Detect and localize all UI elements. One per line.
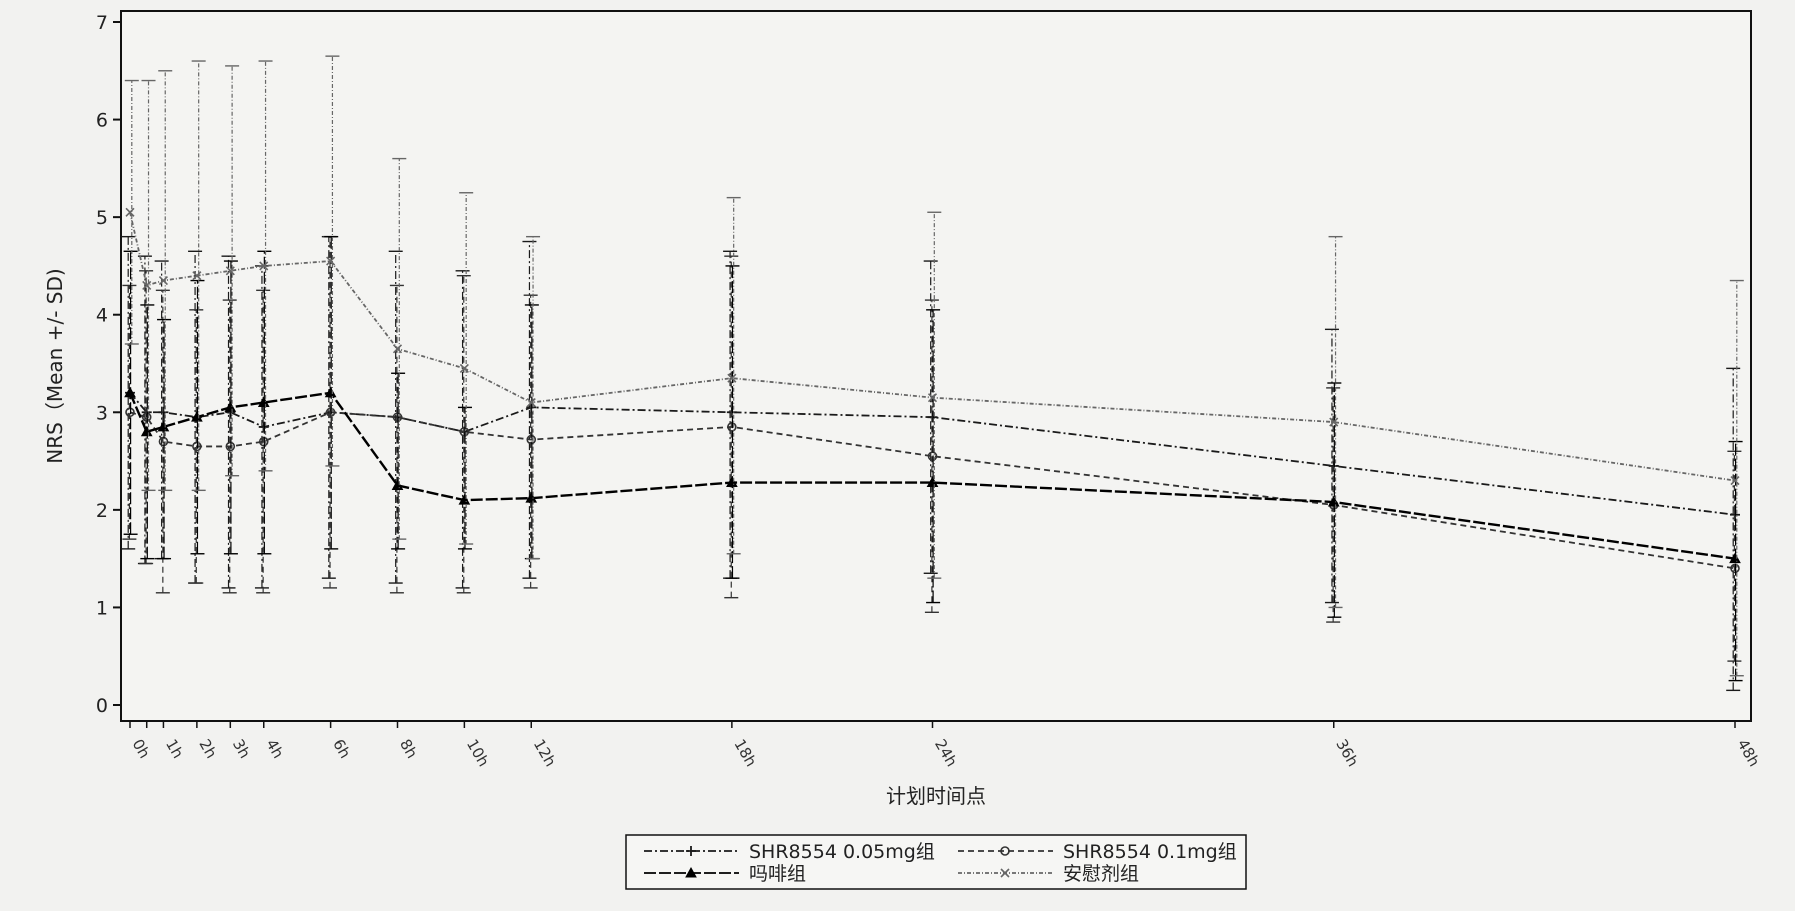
point-s3-6: [326, 256, 336, 266]
x-tick-label-5: 6h: [329, 736, 354, 762]
point-s2-13: [1729, 552, 1741, 564]
point-s2-10: [726, 476, 738, 488]
point-s2-0: [124, 386, 136, 398]
series-3: [124, 55, 1744, 677]
legend-marker-1: [1000, 846, 1010, 856]
legend-frame: [625, 834, 1247, 890]
series-layer: [121, 55, 1744, 692]
point-s3-13: [1730, 476, 1740, 486]
series-line-0: [129, 392, 1736, 516]
legend-marker-2: [685, 866, 697, 878]
point-s2-1: [140, 425, 153, 437]
x-tick-label-9: 18h: [730, 736, 760, 770]
series-line-3: [129, 212, 1736, 482]
y-tick-label-5: 5: [96, 207, 108, 229]
point-s2-4: [224, 401, 237, 412]
legend-marker-0: [686, 846, 696, 856]
point-s3-10: [727, 373, 737, 383]
legend-label-1: SHR8554 0.1mg组: [1063, 841, 1237, 863]
point-s2-6: [324, 386, 337, 398]
legend-marker-3: [1000, 868, 1010, 878]
point-s3-3: [192, 271, 202, 281]
point-s2-3: [191, 411, 203, 422]
point-s3-1: [142, 280, 152, 291]
point-s3-4: [225, 266, 235, 276]
point-s3-0: [125, 207, 135, 217]
series-2: [123, 235, 1743, 682]
y-tick-label-1: 1: [96, 597, 108, 619]
y-tick-label-4: 4: [96, 305, 108, 327]
y-tick-label-2: 2: [96, 500, 108, 522]
series-line-1: [129, 411, 1736, 570]
x-tick-label-2: 2h: [195, 736, 220, 762]
x-tick-label-0: 0h: [129, 736, 154, 762]
legend-label-0: SHR8554 0.05mg组: [749, 841, 935, 863]
legend-label-3: 安慰剂组: [1063, 863, 1139, 885]
point-s3-12: [1329, 417, 1339, 427]
x-tick-label-4: 4h: [262, 736, 287, 762]
x-tick-label-7: 10h: [463, 736, 493, 770]
point-s2-12: [1327, 496, 1340, 507]
series-line-2: [128, 391, 1736, 560]
y-tick-label-7: 7: [96, 12, 108, 34]
x-tick-label-3: 3h: [229, 736, 254, 762]
y-tick-label-0: 0: [96, 695, 108, 717]
x-tick-label-8: 12h: [530, 736, 560, 770]
legend-label-2: 吗啡组: [749, 863, 806, 885]
point-s3-7: [392, 344, 403, 354]
x-tick-label-6: 8h: [396, 736, 421, 762]
x-tick-label-10: 24h: [931, 736, 961, 770]
point-s3-2: [158, 275, 169, 286]
point-s3-9: [526, 397, 536, 408]
y-axis-title: NRS（Mean +/- SD): [43, 268, 67, 463]
point-s2-2: [157, 420, 170, 432]
point-s2-7: [391, 479, 404, 490]
point-s3-11: [927, 393, 938, 403]
y-axis: 0 1 2 3 4 5 6 7: [96, 12, 121, 717]
x-tick-label-1: 1h: [162, 736, 187, 762]
point-s3-8: [459, 363, 469, 373]
point-s3-5: [259, 261, 269, 271]
x-tick-label-11: 36h: [1332, 736, 1362, 770]
y-tick-label-3: 3: [96, 402, 108, 424]
point-s2-5: [257, 396, 270, 408]
x-axis-title: 计划时间点: [886, 784, 986, 808]
point-s2-8: [458, 494, 471, 505]
point-s2-9: [525, 492, 538, 503]
plot-frame: [120, 10, 1752, 722]
y-tick-label-6: 6: [96, 110, 108, 132]
x-axis: 0h 1h 2h 3h 4h 6h 8h 10h 12h 18h 24h 36h 48h: [129, 721, 1764, 770]
x-tick-label-12: 48h: [1734, 736, 1764, 770]
point-s2-11: [926, 476, 939, 488]
